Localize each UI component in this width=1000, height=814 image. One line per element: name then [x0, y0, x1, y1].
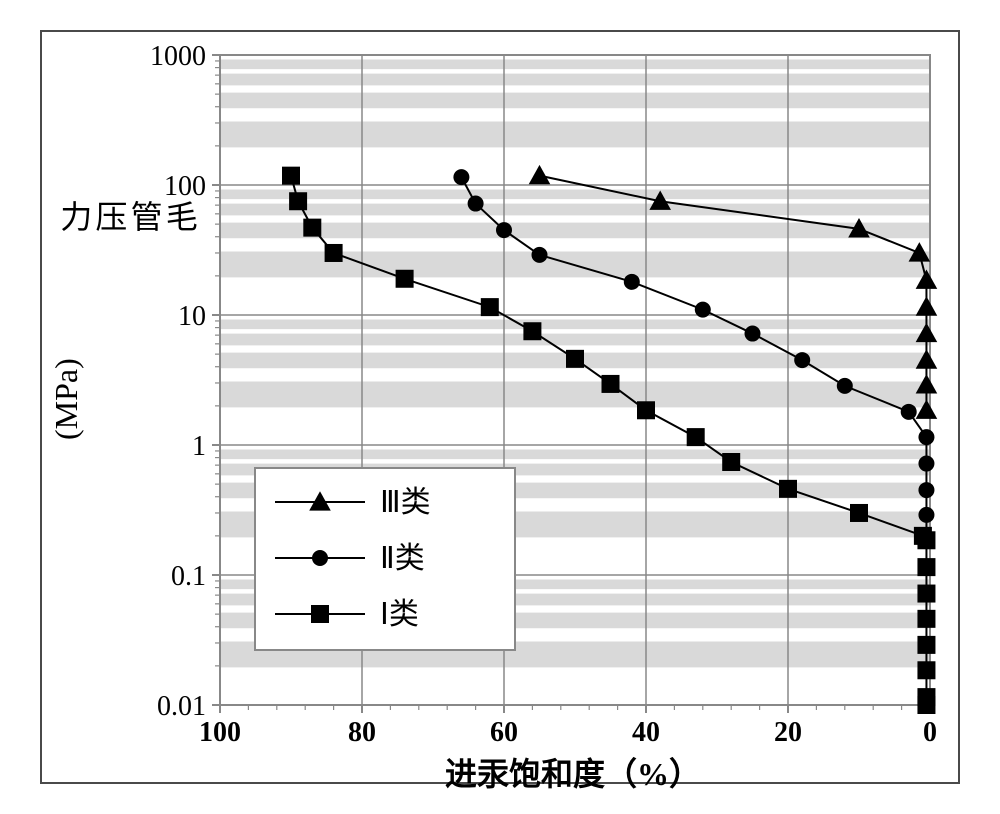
svg-text:0.1: 0.1: [171, 561, 206, 592]
svg-text:Ⅲ类: Ⅲ类: [380, 486, 431, 519]
svg-text:Ⅰ类: Ⅰ类: [380, 598, 419, 631]
svg-text:100: 100: [199, 717, 241, 748]
svg-text:10: 10: [178, 301, 206, 332]
svg-text:Ⅱ类: Ⅱ类: [380, 542, 425, 575]
svg-text:20: 20: [774, 717, 802, 748]
svg-text:1000: 1000: [150, 41, 206, 72]
svg-text:1: 1: [192, 431, 206, 462]
svg-text:40: 40: [632, 717, 660, 748]
svg-text:60: 60: [490, 717, 518, 748]
svg-text:80: 80: [348, 717, 376, 748]
svg-text:0: 0: [923, 717, 937, 748]
x-axis-label: 进汞饱和度（%）: [445, 749, 701, 795]
plot-svg: 0.010.11101001000100806040200Ⅲ类Ⅱ类Ⅰ类: [0, 0, 1000, 814]
svg-text:100: 100: [164, 171, 206, 202]
